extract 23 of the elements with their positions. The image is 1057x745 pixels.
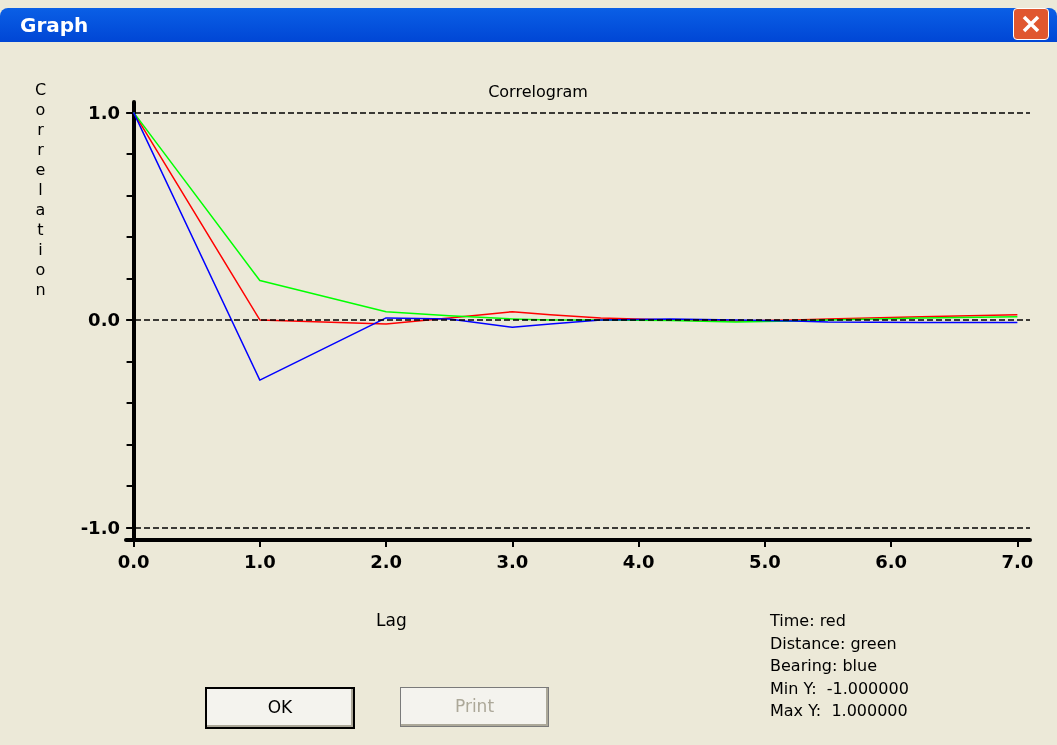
x-tick-label: 7.0 [1001, 550, 1034, 572]
y-tick-label: -1.0 [80, 517, 120, 539]
text: Graph [20, 13, 89, 37]
x-tick-label: 4.0 [622, 550, 655, 572]
text: OK [205, 687, 355, 729]
chart-title: Correlogram [488, 81, 588, 101]
text: Max Y: 1.000000 [770, 701, 908, 720]
y-axis-title: Correlation [31, 80, 50, 300]
x-tick-label: 0.0 [117, 550, 150, 572]
y-tick-label: 0.0 [88, 309, 120, 331]
y-tick-label: 1.0 [88, 101, 120, 123]
x-tick-label: 1.0 [243, 550, 276, 572]
x-axis-title: Lag [376, 610, 407, 630]
text: Distance: green [770, 633, 897, 653]
x-tick-label: 6.0 [875, 550, 908, 572]
line-series [132, 111, 1019, 381]
x-tick-label: 3.0 [496, 550, 529, 572]
text: Time: red [770, 611, 846, 630]
text: Min Y: -1.000000 [770, 678, 909, 698]
text: Print [400, 687, 549, 727]
text: Bearing: blue [770, 656, 878, 675]
x-tick-label: 5.0 [748, 550, 781, 572]
x-tick-label: 2.0 [370, 550, 403, 572]
